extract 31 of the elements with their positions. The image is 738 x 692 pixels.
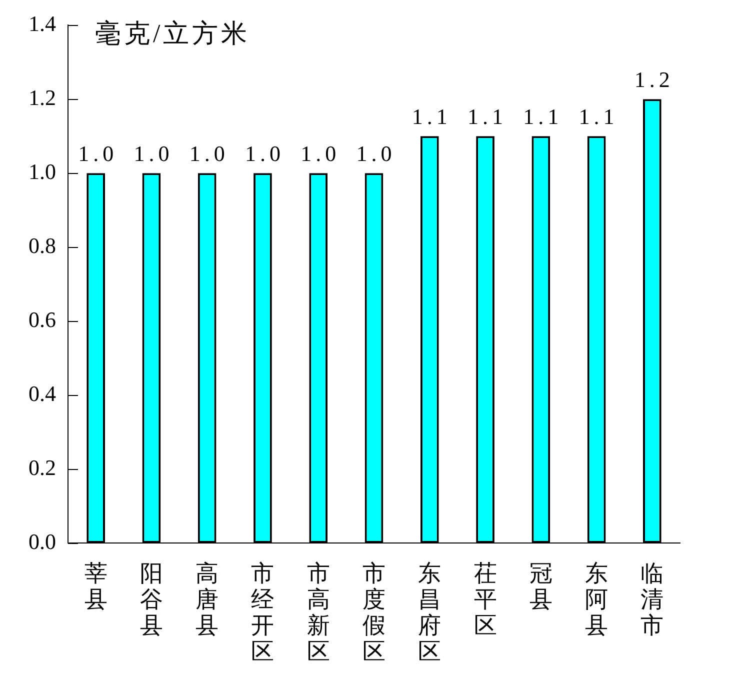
y-tick-label: 0.0 bbox=[28, 528, 56, 554]
x-tick-label: 市度假区 bbox=[362, 561, 386, 665]
y-tick-label: 0.6 bbox=[28, 306, 56, 332]
data-label: 1.0 bbox=[356, 140, 396, 166]
data-label: 1.1 bbox=[468, 104, 508, 129]
data-label: 1.0 bbox=[78, 140, 118, 166]
data-label: 1.1 bbox=[412, 104, 452, 129]
x-tick-label: 东昌府区 bbox=[418, 561, 442, 665]
x-tick-label: 阳谷县 bbox=[139, 561, 164, 639]
data-label: 1.0 bbox=[300, 140, 340, 166]
y-tick-label: 0.8 bbox=[28, 232, 56, 258]
data-label: 1.0 bbox=[134, 140, 174, 166]
data-label: 1.1 bbox=[578, 104, 618, 129]
y-axis-title: 毫克/立方米 bbox=[95, 19, 250, 48]
y-tick-label: 1.0 bbox=[28, 158, 56, 184]
y-tick-label: 1.2 bbox=[28, 84, 56, 110]
x-tick-label: 东阿县 bbox=[584, 561, 609, 639]
x-tick-label: 冠县 bbox=[528, 561, 553, 613]
x-tick-label: 市高新区 bbox=[306, 561, 330, 665]
data-label: 1.0 bbox=[244, 140, 284, 166]
data-label: 1.2 bbox=[634, 66, 674, 92]
x-tick-label: 临清市 bbox=[640, 561, 664, 639]
x-tick-label: 茌平区 bbox=[473, 561, 498, 639]
x-tick-label: 市经开区 bbox=[250, 561, 275, 665]
data-label: 1.0 bbox=[189, 140, 229, 166]
y-tick-label: 1.4 bbox=[28, 10, 56, 36]
y-tick-label: 0.2 bbox=[28, 454, 56, 480]
x-tick-label: 莘县 bbox=[84, 561, 108, 613]
y-tick-label: 0.4 bbox=[28, 380, 56, 406]
data-label: 1.1 bbox=[523, 104, 563, 129]
x-tick-label: 高唐县 bbox=[195, 561, 220, 639]
